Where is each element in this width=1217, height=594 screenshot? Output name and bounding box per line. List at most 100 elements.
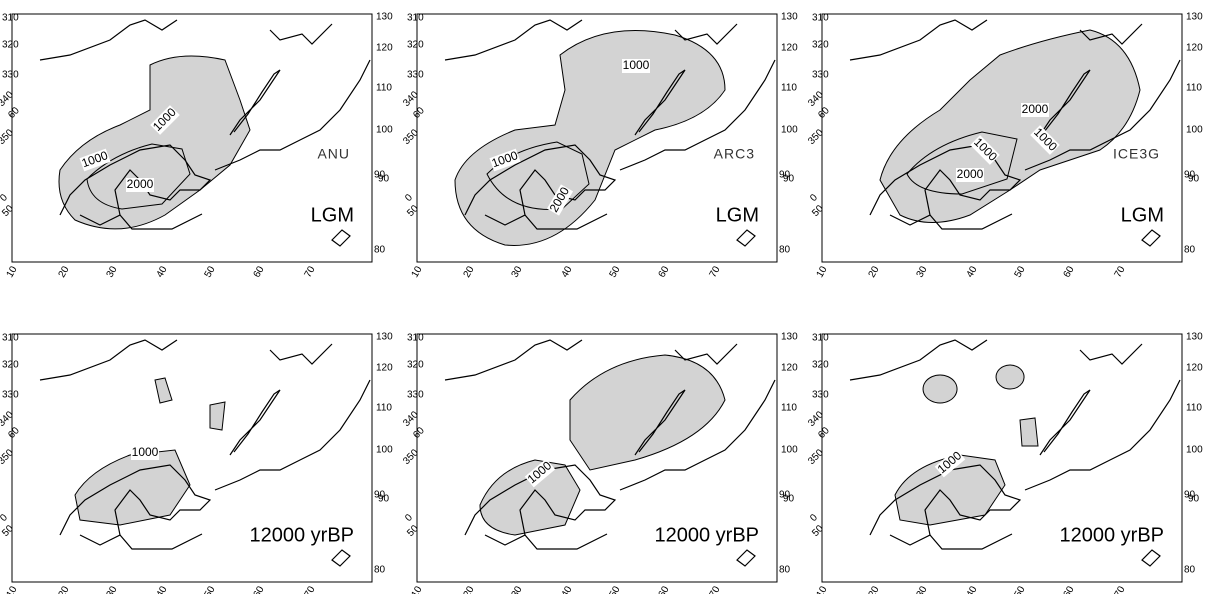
lat-label: 40 xyxy=(155,584,170,594)
map-frame xyxy=(11,13,373,263)
lon-label: 0 xyxy=(0,192,10,204)
lat-label: 40 xyxy=(560,264,575,280)
map-frame xyxy=(416,13,778,263)
contour-label-bg xyxy=(546,184,574,216)
model-label: ANU xyxy=(317,146,350,162)
lat-label: 70 xyxy=(708,584,723,594)
lat-label: 20 xyxy=(867,584,882,594)
map-frame xyxy=(416,333,778,583)
map-panel: 3103203303406035005013012011010090908010… xyxy=(0,12,393,280)
coastline xyxy=(634,389,686,456)
lon-label: 120 xyxy=(376,363,393,374)
contour-label-bg xyxy=(150,105,180,135)
coastline xyxy=(1079,23,1143,45)
coastline xyxy=(619,379,776,491)
lat-label: 70 xyxy=(1113,584,1128,594)
lat-label: 60 xyxy=(1062,584,1077,594)
coastline xyxy=(59,144,212,226)
lon-label: 90 xyxy=(378,494,390,505)
lon-label: 350 xyxy=(0,127,16,147)
lon-label: 90 xyxy=(783,174,795,185)
ice-sheet xyxy=(454,30,726,246)
map-panel: 3103203303406035005013012011010090908010… xyxy=(0,332,393,594)
lat-label: 60 xyxy=(252,584,267,594)
contour-label-bg xyxy=(131,446,159,460)
lon-label: 0 xyxy=(403,512,415,524)
coastline xyxy=(464,464,617,546)
coastline xyxy=(674,23,738,45)
lon-label: 350 xyxy=(806,127,826,147)
lon-label: 60 xyxy=(411,105,427,121)
lon-label: 0 xyxy=(808,192,820,204)
ice-sheet xyxy=(1019,417,1039,447)
lat-label: 70 xyxy=(1113,264,1128,280)
lat-label: 50 xyxy=(608,264,623,280)
lat-label: 50 xyxy=(1013,264,1028,280)
lon-label: 320 xyxy=(2,40,19,51)
map-frame xyxy=(821,333,1183,583)
lon-label: 90 xyxy=(1184,490,1196,501)
coastline xyxy=(869,144,1022,226)
coastline xyxy=(269,23,333,45)
coastline xyxy=(269,343,333,365)
lon-label: 110 xyxy=(781,403,797,414)
lon-label: 90 xyxy=(783,494,795,505)
contour-label: 2000 xyxy=(127,177,154,191)
lon-label: 310 xyxy=(2,13,19,24)
lon-label: 100 xyxy=(1186,445,1203,456)
coastline xyxy=(736,549,756,567)
lon-label: 50 xyxy=(0,523,16,539)
period-label: 12000 yrBP xyxy=(654,524,759,546)
contour-label-bg xyxy=(622,59,650,73)
period-label: 12000 yrBP xyxy=(1059,524,1164,546)
coastline xyxy=(331,549,351,567)
period-label: LGM xyxy=(716,204,759,226)
lon-label: 330 xyxy=(812,390,829,401)
coastline xyxy=(1024,59,1181,171)
lon-label: 50 xyxy=(810,203,826,219)
map-panel: 3103203303406035005013012011010090908010… xyxy=(806,12,1203,280)
map-panel: 3103203303406035005013012011010090908010… xyxy=(401,332,798,594)
coastline xyxy=(619,59,776,171)
lon-label: 120 xyxy=(781,363,798,374)
contour-label-bg xyxy=(934,448,966,478)
ice-sheet xyxy=(922,374,958,404)
map-panel: 3103203303406035005013012011010090908010… xyxy=(806,332,1203,594)
lon-label: 120 xyxy=(1186,43,1203,54)
coastline xyxy=(1039,69,1091,136)
lon-label: 90 xyxy=(374,170,386,181)
ice-sheet xyxy=(995,364,1025,390)
lon-label: 60 xyxy=(6,425,22,441)
lat-label: 40 xyxy=(965,584,980,594)
lat-label: 30 xyxy=(915,264,930,280)
lon-label: 110 xyxy=(376,83,392,94)
coastline xyxy=(214,59,371,171)
lat-label: 20 xyxy=(462,264,477,280)
coastline xyxy=(229,389,281,456)
lat-label: 50 xyxy=(203,584,218,594)
coastline xyxy=(464,144,617,226)
period-label: 12000 yrBP xyxy=(249,524,354,546)
contour-label-bg xyxy=(1021,103,1049,117)
coastline xyxy=(444,339,583,381)
lat-label: 70 xyxy=(303,584,318,594)
lat-label: 10 xyxy=(5,264,20,280)
lon-label: 110 xyxy=(376,403,392,414)
contour-label-bg xyxy=(79,148,111,172)
coastline xyxy=(849,339,988,381)
lon-label: 90 xyxy=(1188,494,1200,505)
lon-label: 80 xyxy=(779,245,791,256)
lon-label: 110 xyxy=(1186,83,1202,94)
lat-label: 40 xyxy=(560,584,575,594)
contour-label-bg xyxy=(970,135,1000,165)
coastline xyxy=(736,229,756,247)
lon-label: 130 xyxy=(781,332,798,343)
lat-label: 20 xyxy=(57,264,72,280)
lon-label: 60 xyxy=(6,105,22,121)
lat-label: 70 xyxy=(708,264,723,280)
map-frame xyxy=(11,333,373,583)
contour-label: 2000 xyxy=(1022,102,1049,116)
coastline xyxy=(214,379,371,491)
lon-label: 50 xyxy=(810,523,826,539)
